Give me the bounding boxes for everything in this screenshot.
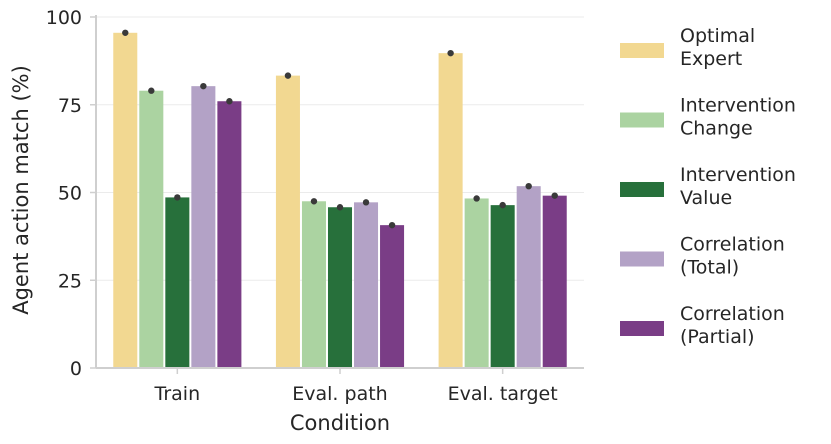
bar-2-3 xyxy=(516,186,541,368)
legend-label: Optimal Expert xyxy=(680,25,755,70)
legend-item-1: Intervention Change xyxy=(620,95,796,140)
legend-item-3: Correlation (Total) xyxy=(620,234,785,279)
legend-swatch xyxy=(620,251,664,267)
x-tick-label: Eval. target xyxy=(448,383,558,405)
legend-swatch xyxy=(620,43,664,58)
error-point xyxy=(336,204,344,211)
y-tick-label: 75 xyxy=(58,95,82,117)
x-tick-label: Eval. path xyxy=(292,383,387,405)
error-point xyxy=(447,49,454,57)
bar-2-2 xyxy=(490,205,515,368)
error-point xyxy=(148,87,155,94)
bar-0-1 xyxy=(139,90,164,369)
bar-0-2 xyxy=(165,197,190,368)
bar-0-0 xyxy=(113,32,138,369)
legend-swatch xyxy=(620,182,664,197)
error-point xyxy=(284,72,292,79)
error-point xyxy=(362,199,370,206)
y-axis-ticks: 0 25 50 75 100 xyxy=(46,7,96,380)
y-tick-label: 50 xyxy=(58,183,82,205)
y-tick-label: 25 xyxy=(58,270,82,292)
y-tick-label: 0 xyxy=(70,358,82,380)
error-point xyxy=(388,221,396,229)
legend-swatch xyxy=(620,321,664,336)
x-axis-title: Condition xyxy=(290,411,390,435)
bar-0-4 xyxy=(217,101,242,369)
error-point xyxy=(525,182,532,190)
error-point xyxy=(174,194,181,201)
error-point xyxy=(473,195,480,202)
bar-2-4 xyxy=(542,195,567,368)
bar-groups xyxy=(113,32,567,369)
bar-0-3 xyxy=(191,86,216,368)
legend: Optimal Expert Intervention Change Intervent… xyxy=(620,25,796,348)
error-point xyxy=(226,98,233,105)
error-point xyxy=(122,29,129,36)
error-bars xyxy=(122,29,558,229)
error-point xyxy=(499,201,506,209)
error-point xyxy=(200,82,207,90)
legend-label: Intervention Value xyxy=(680,164,796,209)
bar-1-2 xyxy=(327,207,353,368)
error-point xyxy=(551,192,558,199)
legend-item-2: Intervention Value xyxy=(620,164,796,209)
y-tick-label: 100 xyxy=(46,7,82,29)
y-axis-title: Agent action match (%) xyxy=(9,65,33,315)
legend-label: Correlation (Total) xyxy=(680,234,785,279)
legend-label: Intervention Change xyxy=(680,95,796,140)
bar-1-3 xyxy=(354,202,379,368)
bar-2-0 xyxy=(438,53,463,368)
bar-1-4 xyxy=(380,225,405,368)
bar-1-0 xyxy=(275,75,300,368)
bar-2-1 xyxy=(464,198,489,368)
error-point xyxy=(310,198,318,205)
legend-swatch xyxy=(620,112,664,128)
x-tick-label: Train xyxy=(154,383,201,405)
legend-item-4: Correlation (Partial) xyxy=(620,303,785,348)
legend-label: Correlation (Partial) xyxy=(680,303,785,348)
legend-item-0: Optimal Expert xyxy=(620,25,755,70)
bar-1-1 xyxy=(301,201,326,368)
x-axis-ticks: Train Eval. path Eval. target xyxy=(154,368,558,405)
